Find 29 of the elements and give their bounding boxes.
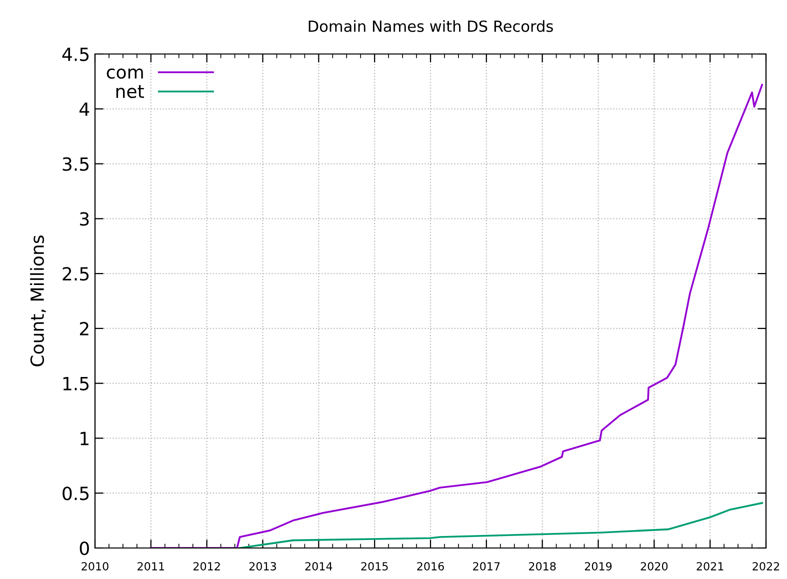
x-tick-label: 2021 [696, 562, 724, 570]
y-tick-label: 1 [80, 432, 88, 446]
y-tick-label: 0.5 [62, 486, 89, 500]
x-tick-label: 2016 [417, 562, 444, 570]
x-tick-label: 2019 [584, 562, 612, 570]
x-tick-label: 2015 [361, 562, 388, 570]
y-tick-label: 3.5 [62, 157, 89, 171]
x-tick-label: 2013 [249, 562, 276, 570]
y-tick-label: 2 [80, 322, 88, 336]
x-tick-label: 2020 [640, 562, 668, 570]
chart-title: Domain Names with DS Records [308, 20, 553, 32]
y-axis-title: Count, Millions [30, 236, 46, 366]
y-tick-label: 4.5 [62, 48, 89, 62]
y-tick-label: 0 [80, 541, 89, 556]
line-series [238, 502, 763, 548]
x-tick-label: 2022 [752, 562, 780, 570]
x-tick-label: 2014 [305, 562, 332, 570]
x-tick-label: 2012 [194, 562, 220, 570]
x-tick-label: 2010 [82, 562, 108, 570]
y-tick-label: 3 [80, 212, 89, 226]
legend-label: net [116, 85, 144, 98]
line-series [150, 84, 763, 548]
y-tick-label: 4 [80, 102, 90, 116]
y-tick-label: 2.5 [62, 267, 89, 281]
legend-label: com [106, 68, 143, 79]
x-tick-label: 2018 [529, 562, 556, 570]
x-tick-label: 2017 [473, 562, 500, 570]
y-tick-label: 1.5 [63, 377, 89, 390]
x-tick-label: 2011 [138, 562, 164, 570]
